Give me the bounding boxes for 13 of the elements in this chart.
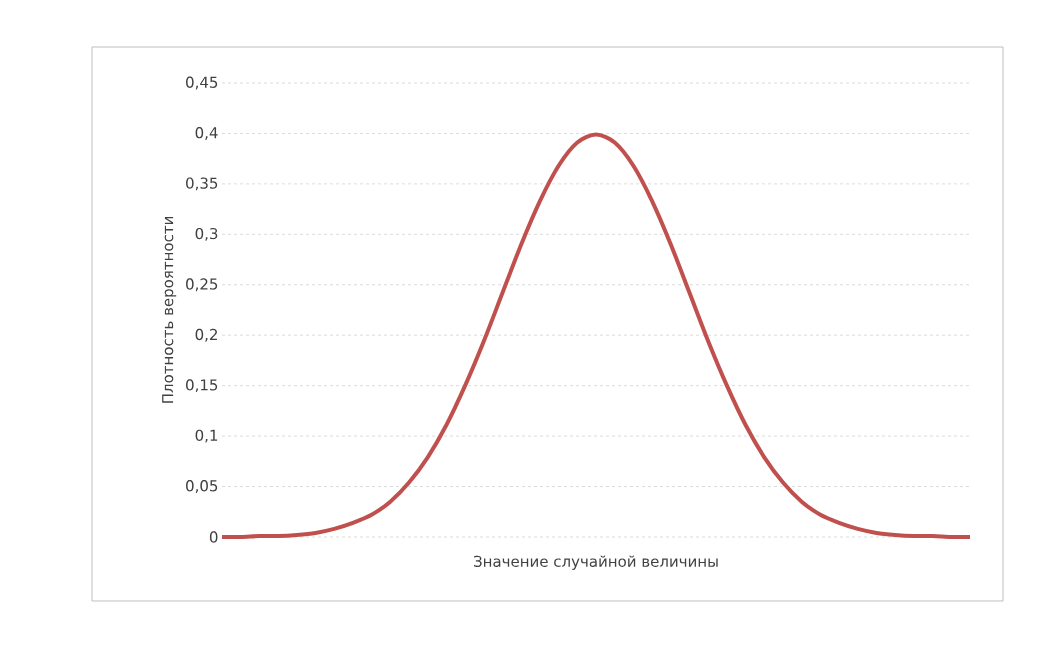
y-tick-label: 0,45 xyxy=(186,76,218,90)
y-tick-label: 0,35 xyxy=(186,177,218,191)
y-tick-label: 0 xyxy=(209,531,218,543)
y-tick-label: 0,05 xyxy=(186,480,218,493)
y-tick-label: 0,2 xyxy=(195,328,217,342)
line-series xyxy=(220,132,972,540)
y-tick-label: 0,1 xyxy=(195,429,218,443)
y-tick-label: 0,4 xyxy=(195,127,218,140)
y-axis-title: Плотность вероятности xyxy=(162,217,177,403)
x-axis-title: Значение случайной величины xyxy=(474,555,718,570)
y-tick-label: 0,15 xyxy=(186,379,218,393)
y-tick-label: 0,25 xyxy=(186,278,218,292)
y-tick-label: 0,3 xyxy=(195,227,218,241)
